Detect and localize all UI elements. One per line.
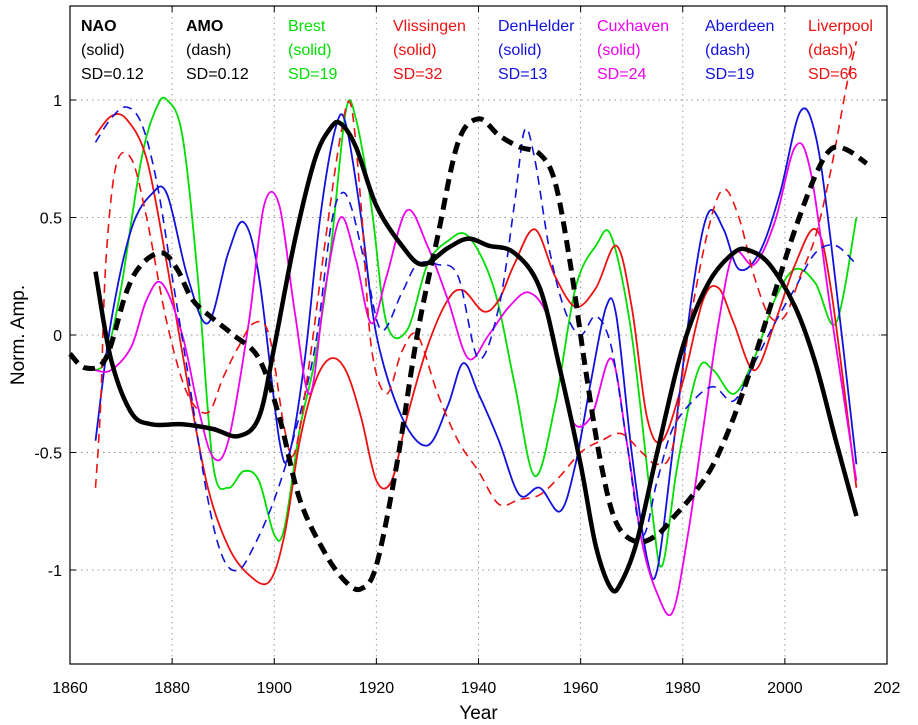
y-tick-label: -0.5 bbox=[34, 446, 62, 463]
legend-name: Liverpool bbox=[808, 18, 873, 35]
legend-style: (solid) bbox=[393, 42, 437, 59]
legend-sd: SD=24 bbox=[597, 66, 646, 83]
x-axis-label: Year bbox=[459, 703, 498, 724]
legend: NAO (solid) SD=0.12 AMO (dash) SD=0.12 Brest (s… bbox=[81, 18, 873, 83]
series-line-amo bbox=[68, 116, 869, 593]
y-tick-label: 0.5 bbox=[40, 211, 62, 228]
x-tick-label: 2000 bbox=[767, 680, 803, 697]
axis-ticks: 1860 1880 1900 1920 1940 1960 1980 2000 202 -1 -0.… bbox=[34, 6, 900, 697]
legend-name: Vlissingen bbox=[393, 18, 466, 35]
x-tick-label: 202 bbox=[874, 680, 901, 697]
legend-style: (dash) bbox=[705, 42, 750, 59]
legend-entry-aberdeen: Aberdeen (dash) SD=19 bbox=[705, 18, 774, 83]
legend-style: (solid) bbox=[597, 42, 641, 59]
x-tick-label: 1860 bbox=[52, 680, 88, 697]
legend-sd: SD=19 bbox=[288, 66, 337, 83]
legend-sd: SD=13 bbox=[498, 66, 547, 83]
legend-style: (solid) bbox=[288, 42, 332, 59]
y-tick-label: 1 bbox=[53, 93, 62, 110]
x-tick-label: 1920 bbox=[359, 680, 395, 697]
legend-style: (dash) bbox=[808, 42, 853, 59]
legend-name: Cuxhaven bbox=[597, 18, 669, 35]
legend-entry-nao: NAO (solid) SD=0.12 bbox=[81, 18, 144, 83]
legend-sd: SD=0.12 bbox=[186, 66, 249, 83]
legend-entry-cuxhaven: Cuxhaven (solid) SD=24 bbox=[597, 18, 669, 83]
y-tick-label: -1 bbox=[48, 563, 62, 580]
x-tick-label: 1900 bbox=[256, 680, 292, 697]
legend-entry-amo: AMO (dash) SD=0.12 bbox=[186, 18, 249, 83]
legend-sd: SD=0.12 bbox=[81, 66, 144, 83]
legend-name: Aberdeen bbox=[705, 18, 774, 35]
legend-name: Brest bbox=[288, 18, 326, 35]
legend-entry-vlissingen: Vlissingen (solid) SD=32 bbox=[393, 18, 466, 83]
series-line-nao bbox=[93, 119, 859, 594]
legend-sd: SD=32 bbox=[393, 66, 442, 83]
x-tick-label: 1880 bbox=[154, 680, 190, 697]
legend-style: (solid) bbox=[81, 42, 125, 59]
legend-sd: SD=19 bbox=[705, 66, 754, 83]
legend-style: (dash) bbox=[186, 42, 231, 59]
series-line-liverpool bbox=[94, 41, 858, 507]
y-tick-label: 0 bbox=[53, 328, 62, 345]
series-line-denhelder bbox=[94, 107, 858, 581]
legend-entry-liverpool: Liverpool (dash) SD=66 bbox=[808, 18, 873, 83]
series-lines bbox=[68, 41, 869, 617]
legend-style: (solid) bbox=[498, 42, 542, 59]
grid-lines bbox=[70, 6, 887, 664]
legend-name: DenHelder bbox=[498, 18, 575, 35]
legend-name: NAO bbox=[81, 18, 117, 35]
series-line-vlissingen bbox=[94, 113, 858, 586]
legend-sd: SD=66 bbox=[808, 66, 857, 83]
x-tick-label: 1980 bbox=[665, 680, 701, 697]
x-tick-label: 1960 bbox=[563, 680, 599, 697]
series-line-cuxhaven bbox=[95, 142, 858, 617]
legend-name: AMO bbox=[186, 18, 223, 35]
legend-entry-brest: Brest (solid) SD=19 bbox=[288, 18, 337, 83]
x-tick-label: 1940 bbox=[461, 680, 497, 697]
legend-entry-denhelder: DenHelder (solid) SD=13 bbox=[498, 18, 575, 83]
y-axis-label: Norm. Amp. bbox=[8, 285, 29, 385]
